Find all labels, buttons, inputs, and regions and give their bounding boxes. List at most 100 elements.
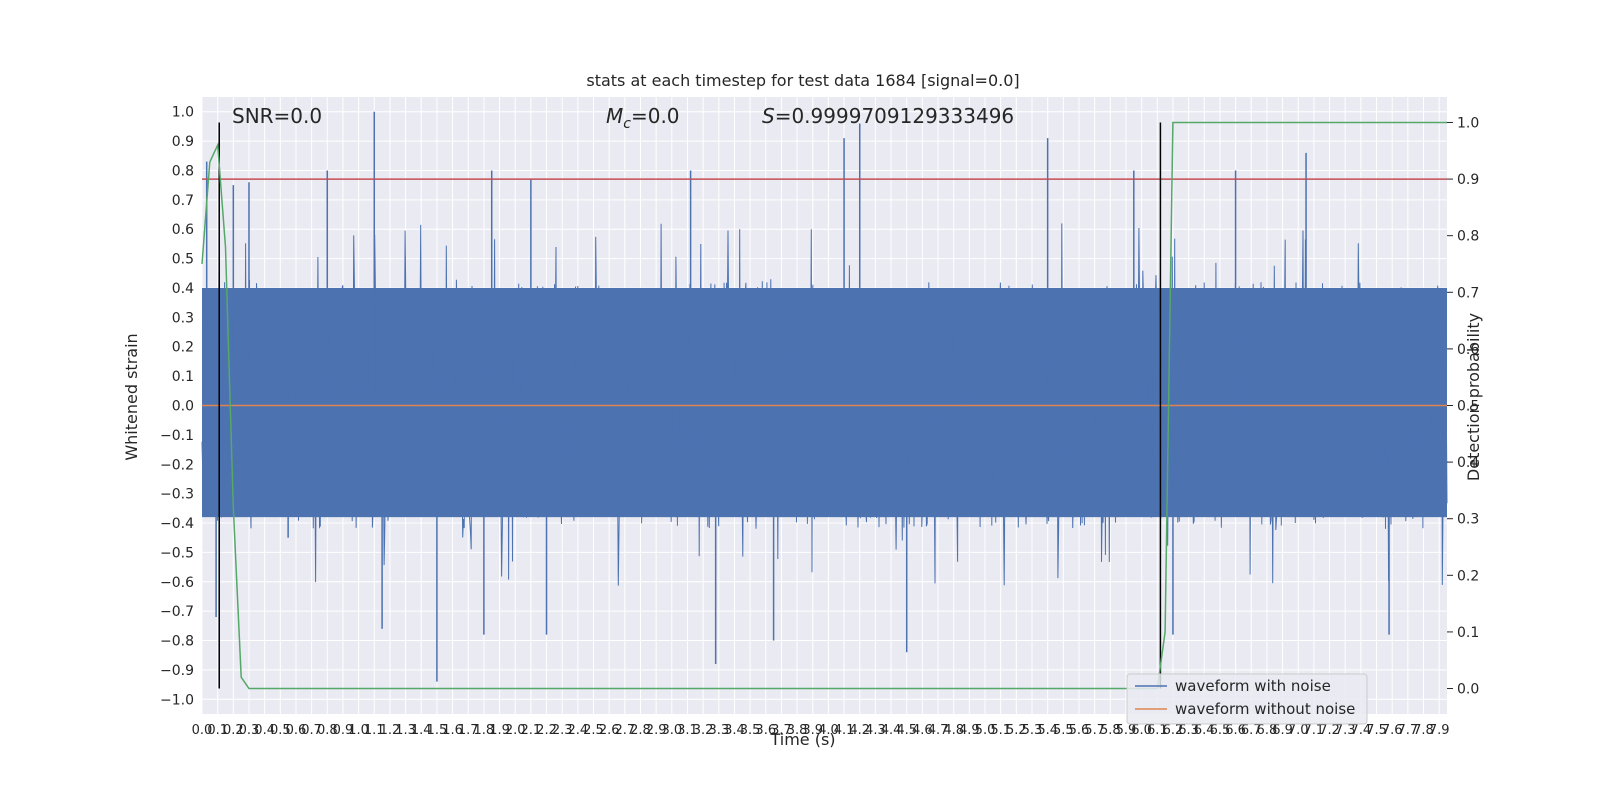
x-tick-label: 4.8 [943,723,964,738]
x-tick-label: 2.9 [646,723,667,738]
y-tick-label: −0.9 [160,663,194,679]
x-tick-label: 0.3 [239,723,260,738]
y2-axis: 0.0 0.1 0.2 0.3 0.4 0.5 0.6 0.7 0.8 0.9 1.0 [1447,115,1479,698]
x-tick-label: 3.4 [724,723,745,738]
x-tick-label: 0.2 [223,723,244,738]
x-tick-label: 5.8 [1100,723,1121,738]
x-tick-label: 5.1 [990,723,1011,738]
x-tick-label: 5.6 [1069,723,1090,738]
x-tick-label: 3.0 [661,723,682,738]
x-tick-label: 4.4 [881,723,902,738]
x-tick-label: 5.3 [1022,723,1043,738]
x-tick-label: 4.0 [818,723,839,738]
y2-tick-label: 0.8 [1457,229,1479,245]
x-tick-label: 7.1 [1304,723,1325,738]
legend: waveform with noise waveform without noi… [1126,673,1368,725]
x-tick-label: 4.2 [849,723,870,738]
x-tick-label: 0.9 [333,723,354,738]
y-tick-label: −1.0 [160,692,194,708]
y-axis-label: Whitened strain [122,333,141,460]
x-tick-label: 6.4 [1194,723,1215,738]
x-tick-label: 3.8 [787,723,808,738]
x-tick-label: 0.4 [254,723,275,738]
x-tick-label: 5.7 [1084,723,1105,738]
y2-tick-label: 0.3 [1457,512,1479,528]
x-tick-label: 1.8 [474,723,495,738]
x-tick-label: 6.5 [1210,723,1231,738]
x-tick-label: 2.7 [614,723,635,738]
noise-trace [201,223,1448,586]
x-tick-label: 3.9 [802,723,823,738]
x-tick-label: 4.1 [834,723,855,738]
x-tick-label: 0.6 [286,723,307,738]
detection-probability-line [201,121,1447,690]
x-axis-label: Time (s) [769,730,835,749]
x-tick-label: 5.4 [1037,723,1058,738]
x-tick-label: 5.5 [1053,723,1074,738]
y2-tick-label: 0.4 [1457,455,1479,471]
s-annotation: S=0.9999709129333496 [762,104,1014,128]
x-tick-label: 6.7 [1241,723,1262,738]
x-tick-label: 0.8 [317,723,338,738]
x-tick-label: 0.0 [192,723,213,738]
x-tick-label: 6.0 [1131,723,1152,738]
y2-axis-label: Detection probability [1464,313,1483,481]
x-tick-label: 6.6 [1225,723,1246,738]
y-tick-label: 0.0 [172,399,194,415]
legend-label-noise: waveform with noise [1175,677,1331,695]
y2-tick-label: 0.9 [1457,172,1479,188]
x-tick-label: 6.2 [1163,723,1184,738]
x-axis: 0.00.10.20.30.40.50.60.70.80.91.01.11.21… [192,723,1450,738]
x-tick-label: 2.8 [630,723,651,738]
x-tick-label: 3.5 [740,723,761,738]
snr-annotation: SNR=0.0 [232,104,322,128]
x-tick-label: 2.0 [505,723,526,738]
x-tick-label: 2.4 [568,723,589,738]
y-axis: −1.0 −0.9 −0.8 −0.7 −0.6 −0.5 −0.4 −0.3 −0.2 −0.1… [160,105,194,709]
x-tick-label: 3.6 [755,723,776,738]
x-tick-label: 7.8 [1413,723,1434,738]
x-tick-label: 4.6 [912,723,933,738]
y-tick-label: 1.0 [172,105,194,121]
mc-annotation: Mc=0.0 [606,104,680,132]
x-tick-label: 5.9 [1116,723,1137,738]
x-tick-label: 7.2 [1319,723,1340,738]
x-tick-label: 4.7 [928,723,949,738]
x-tick-label: 7.9 [1429,723,1450,738]
x-tick-label: 7.3 [1335,723,1356,738]
y-tick-label: −0.6 [160,575,194,591]
x-tick-label: 6.8 [1257,723,1278,738]
y-tick-label: 0.2 [172,340,194,356]
y-tick-label: −0.2 [160,457,194,473]
y2-tick-label: 0.5 [1457,399,1479,415]
y-tick-label: −0.1 [160,428,194,444]
x-tick-label: 6.9 [1272,723,1293,738]
x-tick-label: 7.0 [1288,723,1309,738]
y-tick-label: 0.8 [172,163,194,179]
y2-tick-label: 0.0 [1457,682,1479,698]
y-tick-label: −0.7 [160,604,194,620]
x-tick-label: 0.7 [301,723,322,738]
s-symbol: S [762,104,775,128]
x-tick-label: 3.3 [708,723,729,738]
x-tick-label: 7.4 [1351,723,1372,738]
x-tick-label: 4.5 [896,723,917,738]
overlay-lines [201,121,1447,690]
mc-value: =0.0 [631,104,680,128]
x-tick-label: 1.0 [348,723,369,738]
y-tick-label: 0.6 [172,222,194,238]
x-tick-label: 0.5 [270,723,291,738]
x-tick-label: 1.7 [458,723,479,738]
chart-title: stats at each timestep for test data 168… [586,71,1019,90]
y-tick-label: 0.1 [172,369,194,385]
x-tick-label: 1.5 [427,723,448,738]
y-tick-label: −0.5 [160,545,194,561]
mc-subscript: c [623,116,631,132]
x-tick-label: 1.9 [489,723,510,738]
waveform-with-noise-series [201,111,1448,682]
x-tick-label: 7.6 [1382,723,1403,738]
x-tick-label: 1.2 [380,723,401,738]
x-tick-label: 6.1 [1147,723,1168,738]
y-tick-label: −0.3 [160,487,194,503]
